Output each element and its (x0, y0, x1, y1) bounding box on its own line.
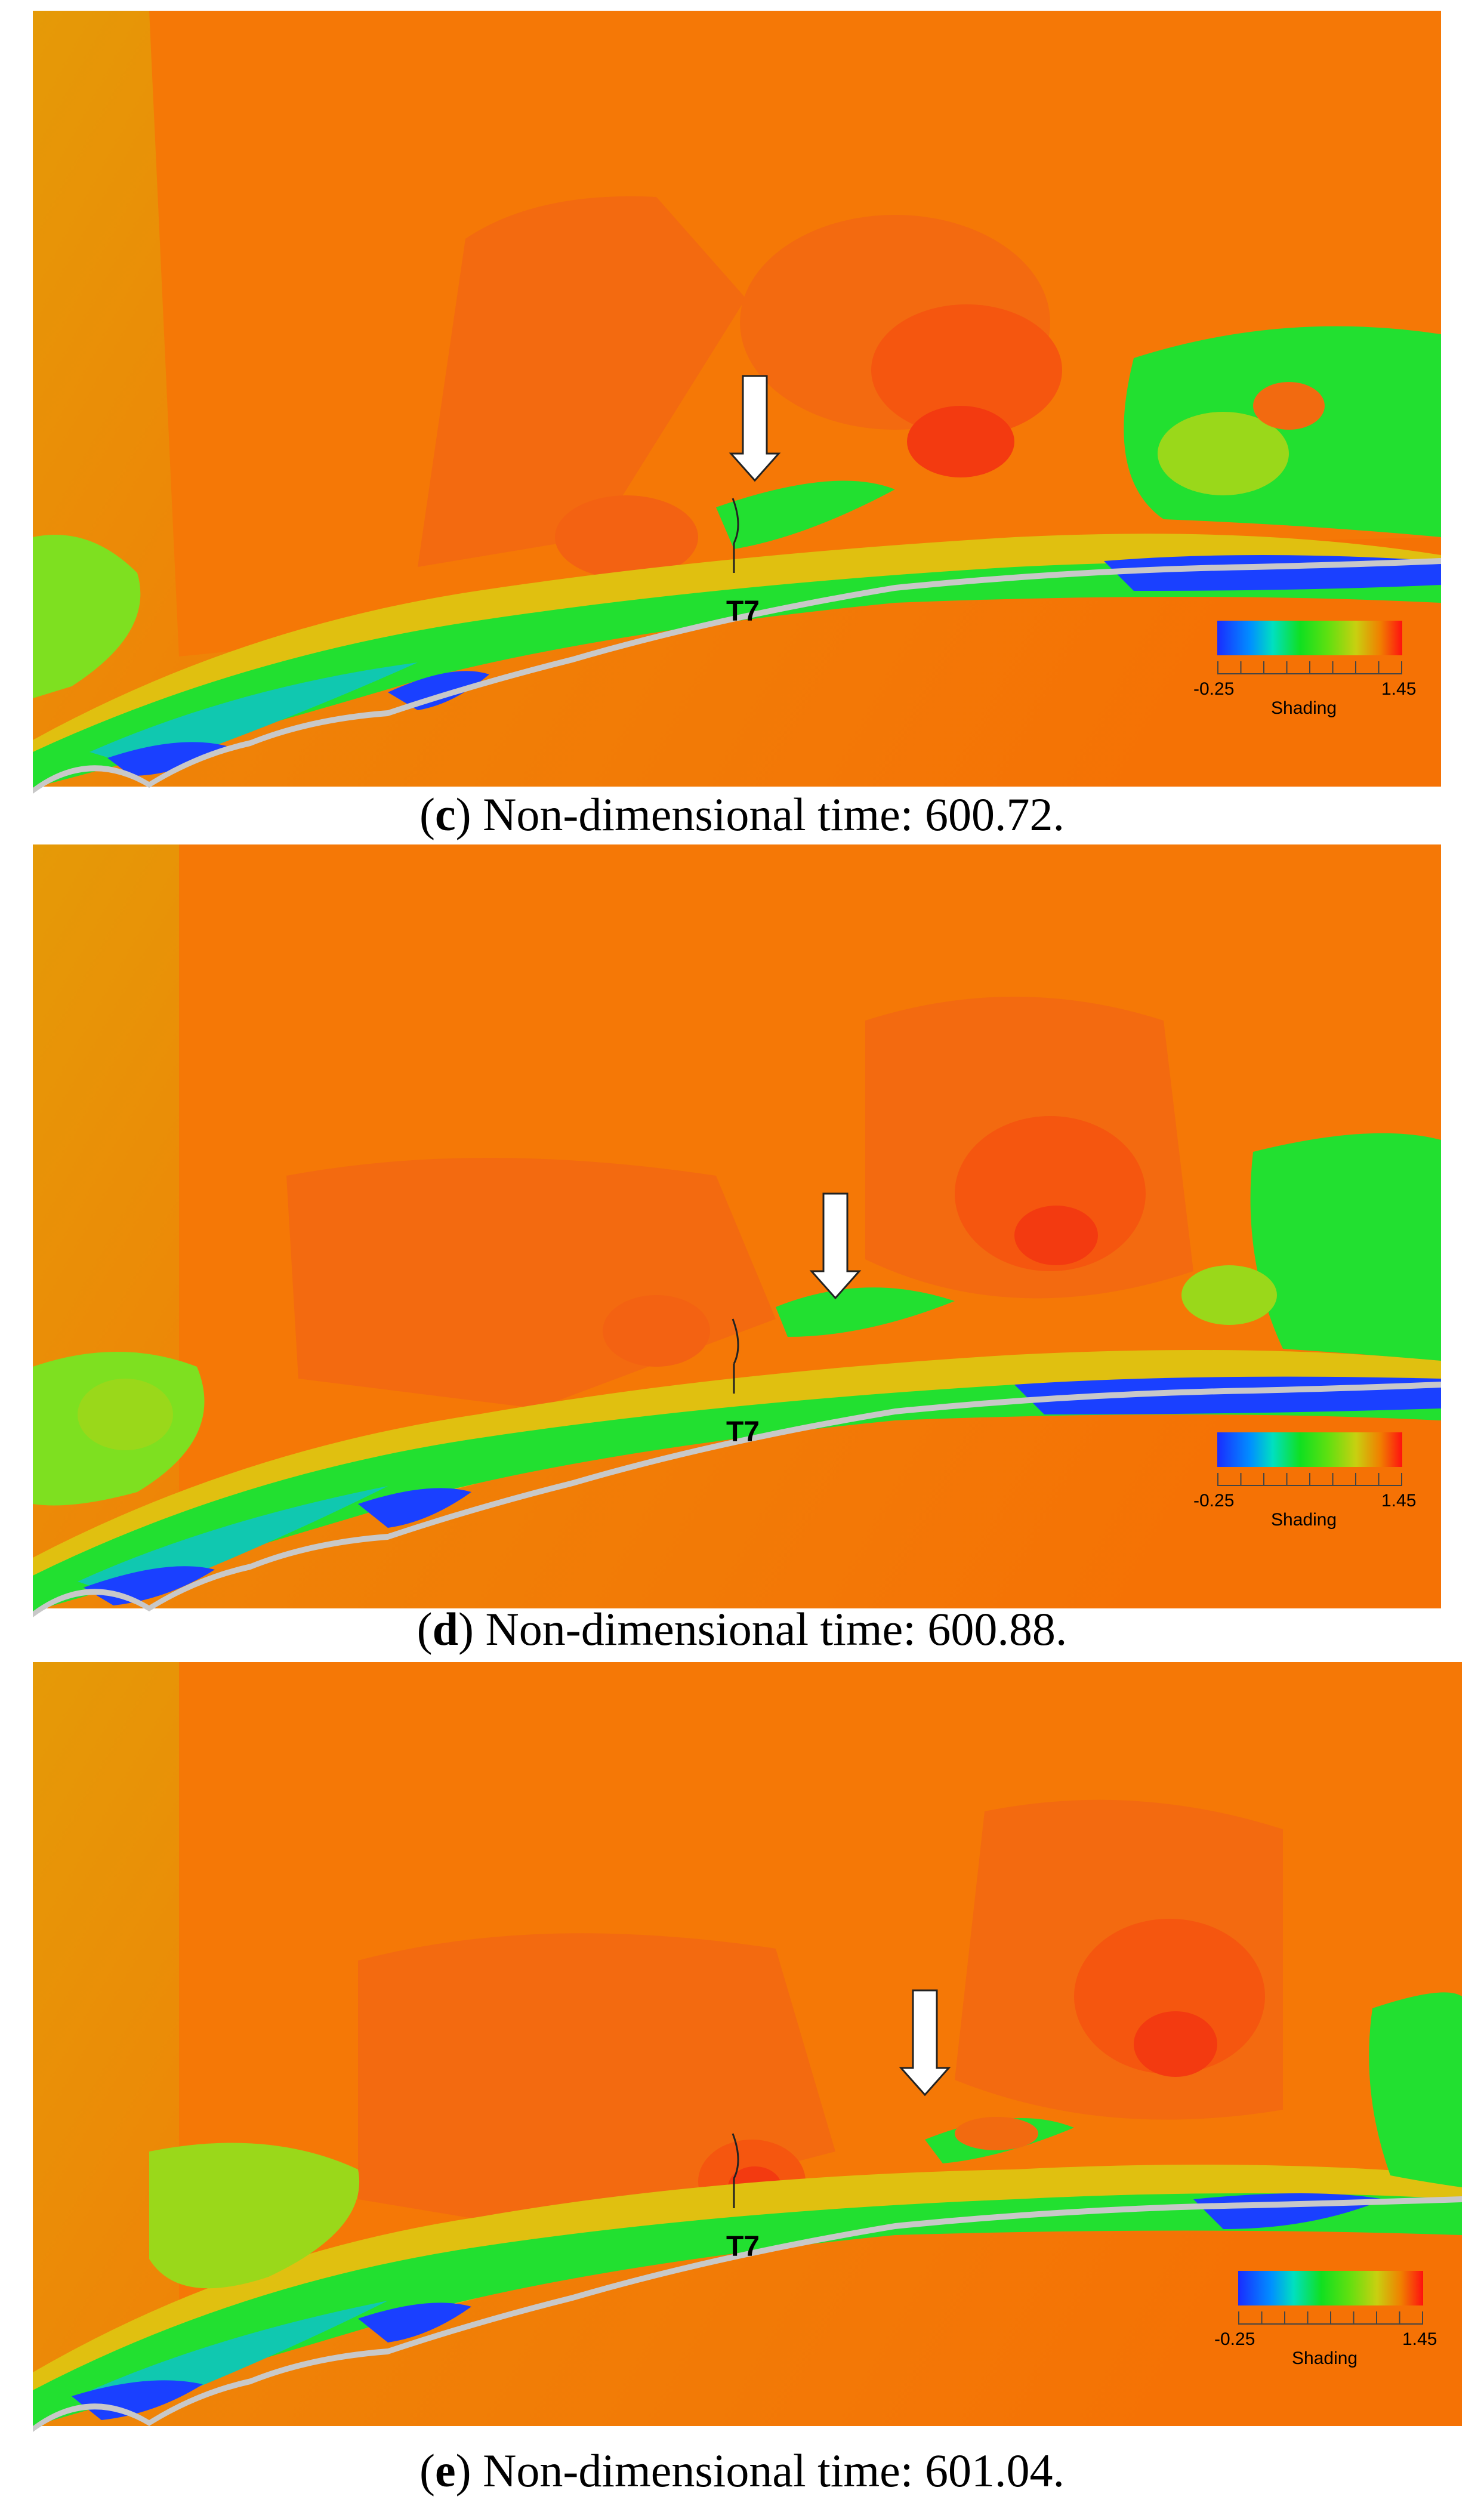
colorbar-max-label: 1.45 (1381, 1491, 1417, 1511)
caption-e: (e) Non-dimensional time: 601.04. (419, 2445, 1065, 2496)
colorbar-d: -0.25 1.45 Shading (1193, 1432, 1416, 1540)
colorbar-title: Shading (1292, 2348, 1358, 2368)
colorbar-min-label: -0.25 (1193, 679, 1235, 699)
colorbar-max-label: 1.45 (1402, 2329, 1437, 2349)
colorbar-c: -0.25 1.45 Shading (1193, 621, 1416, 728)
turbine-label-e: T7 (726, 2231, 760, 2263)
colorbar-gradient (1217, 1432, 1402, 1467)
colorbar-gradient (1238, 2271, 1423, 2305)
colorbar-min-label: -0.25 (1193, 1491, 1235, 1511)
velocity-contour-e: T7 (33, 1662, 1462, 2432)
colorbar-ticks (1238, 2311, 1423, 2325)
indicator-arrow-e (899, 1989, 951, 2097)
indicator-arrow-d (809, 1192, 862, 1300)
caption-letter: e (434, 2445, 456, 2496)
panel-c: T7 -0.25 1.45 Shading (c) Non-dimensiona… (0, 0, 1484, 840)
turbine-label-c: T7 (726, 596, 760, 627)
indicator-arrow-c (729, 375, 781, 482)
colorbar-gradient (1217, 621, 1402, 655)
turbine-label-d: T7 (726, 1416, 760, 1448)
colorbar-min-label: -0.25 (1214, 2329, 1255, 2349)
colorbar-title: Shading (1271, 1510, 1337, 1530)
colorbar-title: Shading (1271, 698, 1337, 718)
velocity-contour-c: T7 (33, 11, 1441, 794)
colorbar-e: -0.25 1.45 Shading (1214, 2271, 1437, 2378)
velocity-contour-d: T7 (33, 844, 1441, 1617)
caption-letter: d (432, 1603, 458, 1655)
colorbar-ticks (1217, 1473, 1402, 1486)
colorbar-ticks (1217, 661, 1402, 674)
caption-c: (c) Non-dimensional time: 600.72. (419, 788, 1065, 840)
caption-letter: c (434, 788, 456, 840)
panel-d: T7 -0.25 1.45 Shading (d) Non-dimensiona… (0, 836, 1484, 1659)
caption-d: (d) Non-dimensional time: 600.88. (416, 1603, 1068, 1655)
panel-e: T7 -0.25 1.45 Shading (e) Non-dimensiona… (0, 1659, 1484, 2509)
colorbar-max-label: 1.45 (1381, 679, 1417, 699)
